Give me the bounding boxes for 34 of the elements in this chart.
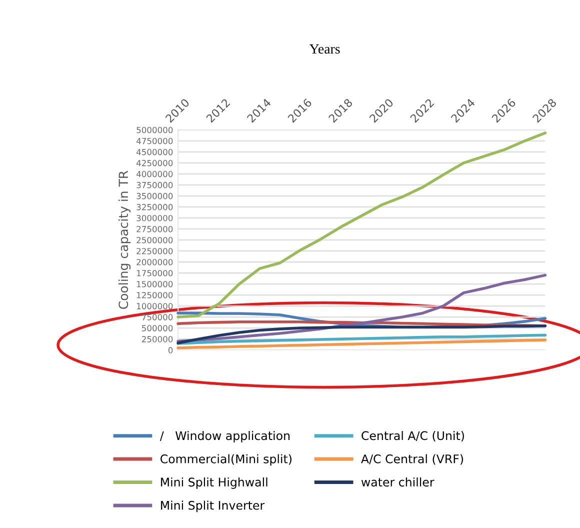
legend-label: Mini Split Highwall <box>161 477 268 489</box>
legend-label: Mini Split Inverter <box>161 500 265 512</box>
y-tick-label: 500000 <box>142 325 173 332</box>
y-tick-label: 3000000 <box>136 214 173 222</box>
y-axis-title: Cooling capacity in TR <box>118 170 131 309</box>
y-tick-label: 1500000 <box>137 280 173 288</box>
y-tick-label: 2250000 <box>136 248 173 254</box>
line-series <box>176 338 547 350</box>
y-tick-label: 0 <box>168 347 173 354</box>
legend-label: A/C Central (VRF) <box>361 454 464 465</box>
y-tick-label: 4000000 <box>136 170 173 178</box>
y-tick-label: 4750000 <box>136 138 173 144</box>
y-tick-label: 1750000 <box>137 270 173 276</box>
legend-label: / Window application <box>160 430 290 442</box>
y-tick-label: 5000000 <box>136 126 173 134</box>
y-tick-label: 750000 <box>142 314 173 320</box>
y-tick-label: 4250000 <box>136 160 173 166</box>
line-series <box>176 324 547 344</box>
chart-title: Years <box>309 44 340 54</box>
y-tick-label: 3750000 <box>136 182 173 188</box>
y-tick-label: 3500000 <box>136 192 173 200</box>
y-tick-label: 250000 <box>142 336 173 342</box>
y-tick-label: 4500000 <box>136 148 173 156</box>
y-tick-label: 1250000 <box>137 292 173 298</box>
y-tick-label: 2000000 <box>136 258 173 266</box>
y-tick-label: 2500000 <box>136 236 173 244</box>
legend-label: Commercial(Mini split) <box>160 454 292 466</box>
legend-label: water chiller <box>361 477 434 487</box>
y-tick-label: 2750000 <box>136 226 173 232</box>
line-series <box>176 334 547 345</box>
y-tick-label: 3250000 <box>136 204 173 210</box>
legend-label: Central A/C (Unit) <box>362 430 464 442</box>
y-tick-label: 1000000 <box>137 303 173 310</box>
line-series <box>176 132 547 318</box>
